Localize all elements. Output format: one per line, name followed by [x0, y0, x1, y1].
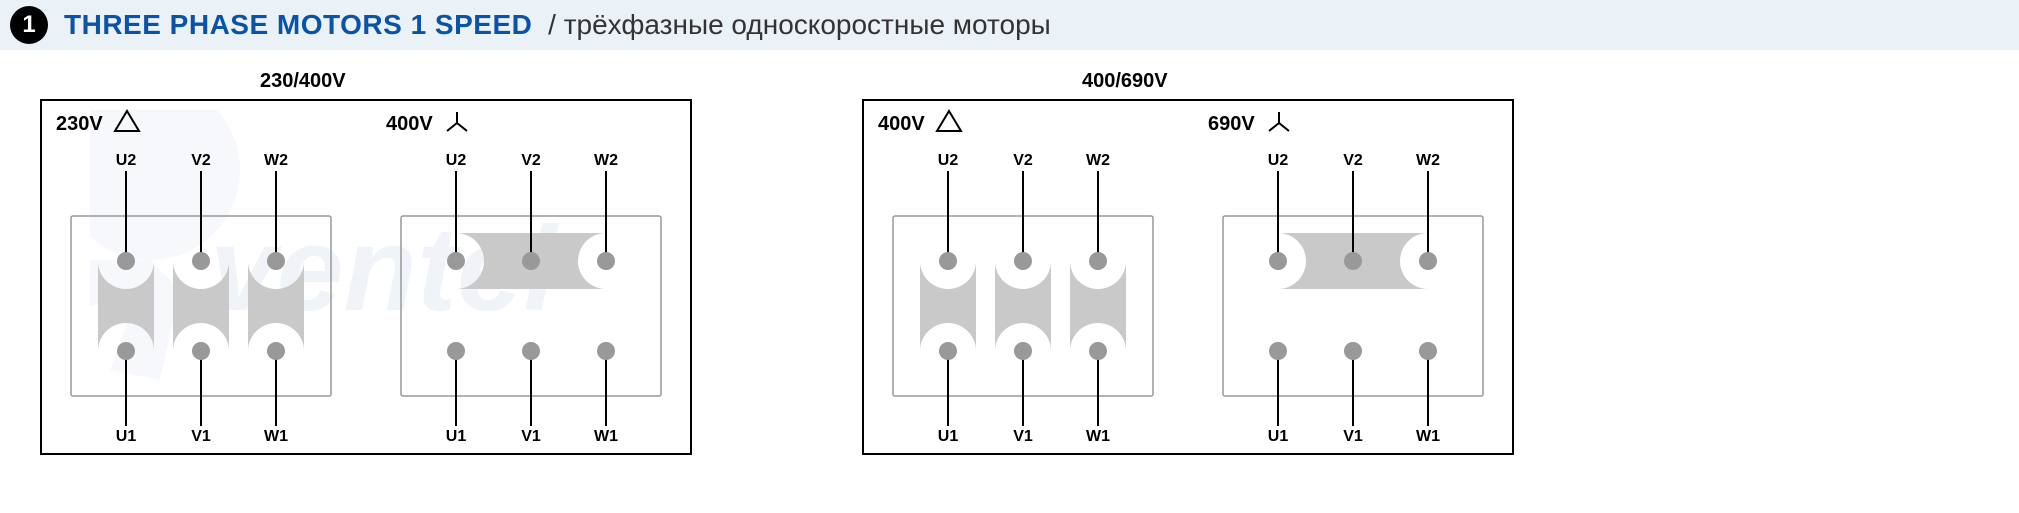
voltage-label: 400V: [878, 113, 925, 136]
svg-text:V2: V2: [1013, 152, 1033, 169]
svg-text:W2: W2: [264, 152, 288, 169]
group-voltage-label: 400/690V: [1082, 70, 1514, 93]
voltage-label: 230V: [56, 113, 103, 136]
terminal-diagram-delta: U2 V2 W2 U1 V1 W1: [878, 141, 1168, 441]
svg-text:W2: W2: [1416, 152, 1440, 169]
group-voltage-label: 230/400V: [260, 70, 692, 93]
svg-text:U2: U2: [938, 152, 959, 169]
terminal-diagram-star: U2 V2 W2 U1 V1 W1: [1208, 141, 1498, 441]
star-icon: [1265, 109, 1293, 139]
delta-icon: [113, 109, 141, 139]
diagram-box: 230V U2 V2 W2 U1 V1 W1 400V U2 V2 W2 U1 V1 W1: [40, 99, 692, 455]
svg-text:U1: U1: [1268, 428, 1289, 441]
svg-text:V1: V1: [521, 428, 541, 441]
diagram-star: 400V U2 V2 W2 U1 V1 W1: [386, 109, 676, 441]
star-icon: [443, 109, 471, 139]
voltage-label: 400V: [386, 113, 433, 136]
diagram-delta: 230V U2 V2 W2 U1 V1 W1: [56, 109, 346, 441]
svg-text:U2: U2: [116, 152, 137, 169]
svg-text:U1: U1: [446, 428, 467, 441]
header-bar: 1 THREE PHASE MOTORS 1 SPEED / трёхфазны…: [0, 0, 2019, 50]
delta-icon: [935, 109, 963, 139]
svg-text:W1: W1: [264, 428, 288, 441]
terminal-diagram-star: U2 V2 W2 U1 V1 W1: [386, 141, 676, 441]
svg-text:V1: V1: [191, 428, 211, 441]
svg-text:U1: U1: [116, 428, 137, 441]
voltage-group: 230/400V 230V U2 V2 W2 U1 V1 W1 400V: [40, 70, 692, 455]
terminal-diagram-delta: U2 V2 W2 U1 V1 W1: [56, 141, 346, 441]
svg-text:U2: U2: [1268, 152, 1289, 169]
title-russian: / трёхфазные односкоростные моторы: [540, 9, 1050, 41]
svg-text:V1: V1: [1343, 428, 1363, 441]
svg-text:V1: V1: [1013, 428, 1033, 441]
svg-text:U1: U1: [938, 428, 959, 441]
diagram-box: 400V U2 V2 W2 U1 V1 W1 690V U2 V2 W2 U1 V1 W1: [862, 99, 1514, 455]
voltage-label: 690V: [1208, 113, 1255, 136]
diagram-star: 690V U2 V2 W2 U1 V1 W1: [1208, 109, 1498, 441]
svg-text:U2: U2: [446, 152, 467, 169]
title-english: THREE PHASE MOTORS 1 SPEED: [64, 9, 532, 41]
section-number-badge: 1: [10, 6, 48, 44]
svg-text:V2: V2: [521, 152, 541, 169]
svg-text:V2: V2: [191, 152, 211, 169]
svg-text:W1: W1: [1416, 428, 1440, 441]
diagram-delta: 400V U2 V2 W2 U1 V1 W1: [878, 109, 1168, 441]
svg-text:W2: W2: [594, 152, 618, 169]
voltage-group: 400/690V 400V U2 V2 W2 U1 V1 W1 690V: [862, 70, 1514, 455]
svg-text:W1: W1: [594, 428, 618, 441]
svg-text:W2: W2: [1086, 152, 1110, 169]
svg-text:W1: W1: [1086, 428, 1110, 441]
svg-text:V2: V2: [1343, 152, 1363, 169]
content-row: ventel 230/400V 230V U2V2W2U1V1W1 400V: [0, 70, 2019, 475]
